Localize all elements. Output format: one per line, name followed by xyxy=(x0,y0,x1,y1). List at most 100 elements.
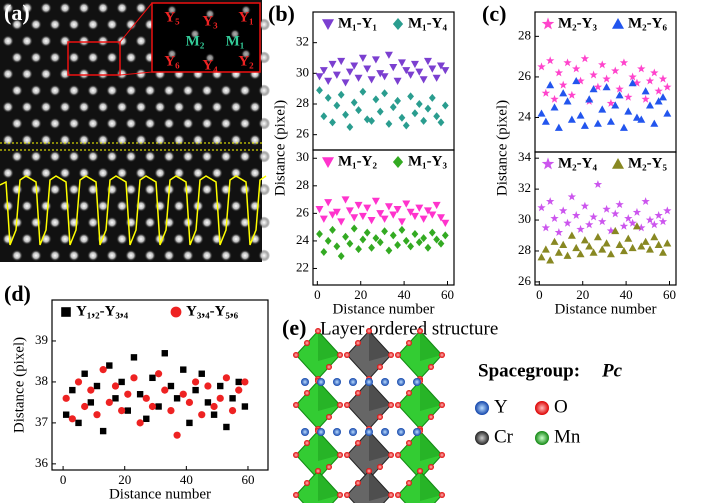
marker xyxy=(136,419,144,427)
marker xyxy=(316,230,323,239)
marker xyxy=(93,411,101,419)
y-tick-label: 24 xyxy=(518,108,532,123)
marker xyxy=(106,362,113,369)
marker xyxy=(419,215,428,223)
atom-spot xyxy=(220,150,232,163)
marker xyxy=(372,234,380,243)
o-atom xyxy=(388,352,394,358)
marker xyxy=(241,378,249,386)
marker xyxy=(384,51,393,59)
marker xyxy=(420,234,428,243)
marker xyxy=(342,110,349,119)
marker xyxy=(112,395,119,402)
atom-spot xyxy=(49,249,61,262)
o-atom xyxy=(417,328,423,334)
atom-spot xyxy=(135,68,147,80)
atom-spot xyxy=(40,134,52,146)
o-atom xyxy=(337,352,343,358)
atom-spot xyxy=(78,68,90,80)
marker xyxy=(567,90,577,99)
legend-label: M₂-Y₃ xyxy=(558,15,597,31)
marker xyxy=(628,243,637,252)
atom-spot xyxy=(2,2,14,14)
atom-spot xyxy=(239,183,251,196)
marker xyxy=(217,382,224,390)
x-tick-label: 0 xyxy=(60,472,67,487)
y-tick-label: 28 xyxy=(296,177,309,192)
atom-spot xyxy=(258,117,270,130)
marker xyxy=(380,73,389,81)
legend-label: O xyxy=(554,396,568,417)
atom-spot xyxy=(163,117,175,130)
marker xyxy=(658,93,667,101)
atom-spot xyxy=(220,84,232,97)
inset-atom xyxy=(190,29,200,39)
atom-spot xyxy=(116,167,128,179)
atom-spot xyxy=(11,84,23,97)
marker xyxy=(385,119,393,128)
o-atom xyxy=(293,402,299,408)
y-atom xyxy=(333,378,341,386)
x-tick-label: 60 xyxy=(441,287,454,302)
marker xyxy=(415,238,423,247)
marker xyxy=(410,60,419,69)
legend-marker xyxy=(322,157,334,168)
o-atom xyxy=(439,402,445,408)
inset-label: Y₄ xyxy=(202,57,218,73)
legend-marker xyxy=(392,18,404,30)
legend-label: Y₃,₄-Y₅,₆ xyxy=(186,303,239,319)
atom-spot xyxy=(258,150,270,163)
marker xyxy=(210,411,218,418)
marker xyxy=(410,212,419,221)
atom-spot xyxy=(21,167,33,179)
marker xyxy=(598,217,607,226)
legend-label: Y₁,₂-Y₃,₄ xyxy=(76,303,129,319)
marker xyxy=(69,386,76,394)
marker xyxy=(397,59,406,67)
atom-spot xyxy=(2,167,14,179)
marker xyxy=(658,74,668,83)
marker xyxy=(572,211,581,219)
x-tick-label: 0 xyxy=(314,287,321,302)
marker xyxy=(350,224,358,233)
atom-spot xyxy=(258,183,270,196)
marker xyxy=(315,206,324,214)
marker xyxy=(124,390,132,398)
o-atom xyxy=(395,452,401,458)
marker xyxy=(324,236,332,245)
octahedron xyxy=(397,470,443,503)
atom-spot xyxy=(78,134,90,146)
marker xyxy=(563,97,572,105)
legend-label: M₁-Y₃ xyxy=(408,153,447,169)
y-atom xyxy=(317,378,325,386)
marker xyxy=(167,407,175,415)
atom-spot xyxy=(163,150,175,163)
marker xyxy=(363,65,372,73)
marker xyxy=(337,57,346,66)
atom-spot xyxy=(87,84,99,97)
atom-spot xyxy=(125,117,137,130)
atom-spot xyxy=(2,134,14,146)
marker xyxy=(615,240,624,248)
inset-label: Y₂ xyxy=(238,53,254,69)
marker xyxy=(663,206,672,215)
panel-label: (e) xyxy=(282,315,306,340)
octahedron-face xyxy=(420,471,442,501)
atom-spot xyxy=(59,167,71,179)
atom-spot xyxy=(125,150,137,163)
legend-marker xyxy=(322,19,334,30)
y-tick-label: 32 xyxy=(296,34,309,49)
o-atom xyxy=(395,492,401,498)
marker xyxy=(241,403,249,410)
marker xyxy=(363,228,371,237)
marker xyxy=(402,67,411,75)
atom-spot xyxy=(116,134,128,146)
marker xyxy=(393,206,402,214)
atom-spot xyxy=(239,117,251,130)
atom-spot xyxy=(11,183,23,196)
octahedron-face xyxy=(318,331,340,361)
marker xyxy=(411,109,419,118)
marker xyxy=(436,214,445,222)
inset-atom xyxy=(167,49,177,59)
